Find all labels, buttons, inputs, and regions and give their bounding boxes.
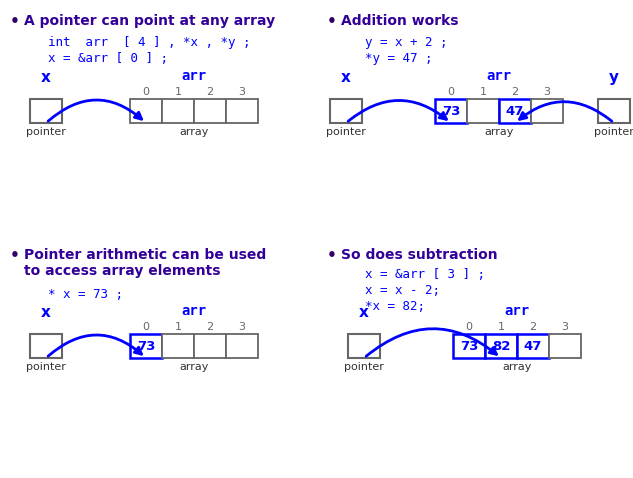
Bar bbox=[435, 99, 467, 123]
Text: x: x bbox=[41, 305, 51, 320]
Text: So does subtraction: So does subtraction bbox=[341, 248, 498, 262]
Text: y = x + 2 ;: y = x + 2 ; bbox=[365, 36, 448, 49]
Text: arr: arr bbox=[182, 69, 206, 83]
Text: 82: 82 bbox=[492, 339, 510, 352]
Text: 1: 1 bbox=[498, 322, 505, 332]
Text: *x = 82;: *x = 82; bbox=[365, 300, 425, 313]
Text: 0: 0 bbox=[142, 322, 149, 332]
Text: 2: 2 bbox=[529, 322, 537, 332]
Text: 73: 73 bbox=[442, 105, 460, 118]
Text: 3: 3 bbox=[561, 322, 568, 332]
Text: Addition works: Addition works bbox=[341, 14, 458, 28]
Text: *y = 47 ;: *y = 47 ; bbox=[365, 52, 432, 65]
Bar bbox=[531, 99, 563, 123]
Bar bbox=[226, 99, 258, 123]
Text: pointer: pointer bbox=[326, 127, 366, 137]
Text: 3: 3 bbox=[239, 87, 246, 97]
Bar bbox=[130, 99, 162, 123]
Text: 0: 0 bbox=[142, 87, 149, 97]
Bar bbox=[453, 334, 485, 358]
Text: 1: 1 bbox=[175, 87, 182, 97]
Text: arr: arr bbox=[486, 69, 511, 83]
Text: x = x - 2;: x = x - 2; bbox=[365, 284, 440, 297]
Text: to access array elements: to access array elements bbox=[24, 264, 220, 278]
Text: array: array bbox=[179, 127, 209, 137]
Text: 2: 2 bbox=[511, 87, 518, 97]
Text: 1: 1 bbox=[175, 322, 182, 332]
Bar bbox=[330, 99, 362, 123]
Text: int  arr  [ 4 ] , *x , *y ;: int arr [ 4 ] , *x , *y ; bbox=[48, 36, 251, 49]
Text: x: x bbox=[341, 70, 351, 85]
Text: arr: arr bbox=[505, 304, 530, 318]
Bar bbox=[162, 99, 194, 123]
Text: 2: 2 bbox=[206, 322, 213, 332]
Bar bbox=[467, 99, 499, 123]
Text: 73: 73 bbox=[137, 339, 155, 352]
Text: x = &arr [ 0 ] ;: x = &arr [ 0 ] ; bbox=[48, 52, 168, 65]
Text: 47: 47 bbox=[524, 339, 542, 352]
Text: array: array bbox=[503, 362, 532, 372]
Text: 1: 1 bbox=[480, 87, 487, 97]
Text: pointer: pointer bbox=[26, 362, 66, 372]
Text: •: • bbox=[327, 248, 337, 263]
Text: array: array bbox=[179, 362, 209, 372]
Text: 0: 0 bbox=[465, 322, 472, 332]
Text: •: • bbox=[10, 248, 20, 263]
Text: * x = 73 ;: * x = 73 ; bbox=[48, 288, 123, 301]
Text: 47: 47 bbox=[506, 105, 524, 118]
Bar bbox=[194, 334, 226, 358]
Text: 3: 3 bbox=[544, 87, 551, 97]
Bar bbox=[598, 99, 630, 123]
Text: array: array bbox=[484, 127, 514, 137]
Text: pointer: pointer bbox=[26, 127, 66, 137]
Text: 3: 3 bbox=[239, 322, 246, 332]
Text: pointer: pointer bbox=[594, 127, 633, 137]
Text: x: x bbox=[359, 305, 369, 320]
Text: 2: 2 bbox=[206, 87, 213, 97]
Text: •: • bbox=[327, 14, 337, 29]
Text: x = &arr [ 3 ] ;: x = &arr [ 3 ] ; bbox=[365, 268, 485, 281]
Text: 0: 0 bbox=[448, 87, 454, 97]
Text: •: • bbox=[10, 14, 20, 29]
Text: A pointer can point at any array: A pointer can point at any array bbox=[24, 14, 275, 28]
Bar bbox=[348, 334, 380, 358]
Bar bbox=[499, 99, 531, 123]
Bar bbox=[30, 99, 62, 123]
Text: arr: arr bbox=[182, 304, 206, 318]
Bar bbox=[226, 334, 258, 358]
Bar bbox=[194, 99, 226, 123]
Bar bbox=[485, 334, 517, 358]
Text: x: x bbox=[41, 70, 51, 85]
Bar bbox=[30, 334, 62, 358]
Bar bbox=[549, 334, 581, 358]
Text: Pointer arithmetic can be used: Pointer arithmetic can be used bbox=[24, 248, 266, 262]
Text: y: y bbox=[609, 70, 619, 85]
Text: pointer: pointer bbox=[344, 362, 384, 372]
Bar bbox=[130, 334, 162, 358]
Bar bbox=[162, 334, 194, 358]
Text: 73: 73 bbox=[460, 339, 478, 352]
Bar bbox=[517, 334, 549, 358]
